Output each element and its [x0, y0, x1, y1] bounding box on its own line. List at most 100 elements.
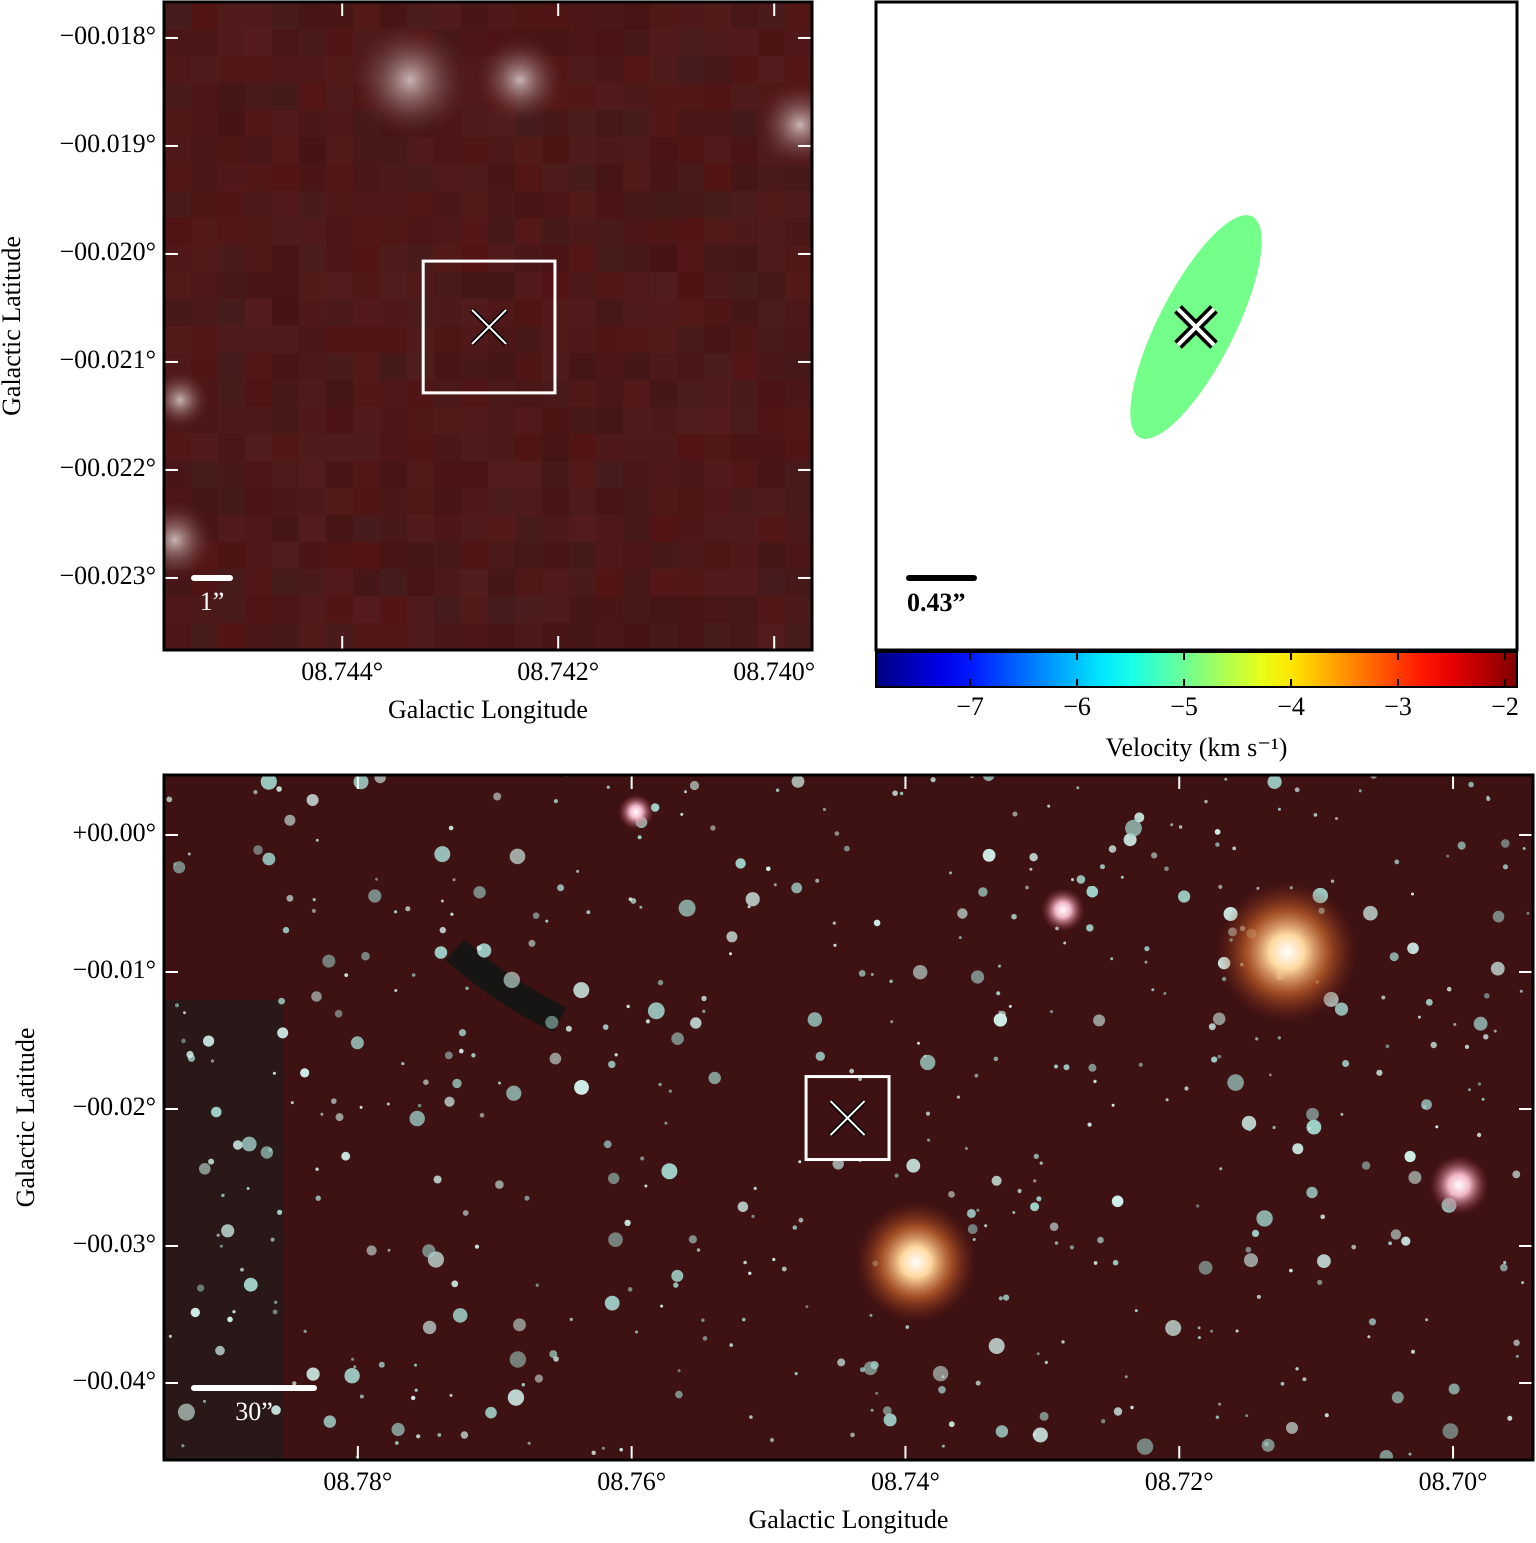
pixel	[515, 488, 543, 516]
pixel	[299, 353, 327, 381]
star	[1302, 1377, 1307, 1382]
star	[366, 1245, 377, 1256]
star	[311, 991, 322, 1002]
star	[917, 1041, 920, 1045]
pixel	[326, 542, 354, 570]
pixel	[488, 164, 516, 192]
pixel	[623, 272, 651, 300]
pixel	[218, 515, 246, 543]
pixel	[380, 137, 408, 165]
star	[637, 835, 642, 840]
pixel	[272, 164, 300, 192]
pixel	[218, 326, 246, 354]
star	[387, 1248, 391, 1252]
pixel	[272, 542, 300, 570]
star	[1430, 1041, 1437, 1049]
pixel	[542, 569, 570, 597]
star	[451, 1280, 459, 1288]
pixel	[380, 434, 408, 462]
pixel	[353, 137, 381, 165]
star	[414, 1363, 417, 1367]
star	[971, 970, 985, 984]
pixel	[731, 191, 759, 219]
star	[183, 1011, 186, 1015]
pixel	[191, 245, 219, 273]
star	[315, 838, 319, 842]
star	[405, 906, 411, 912]
pixel	[434, 515, 462, 543]
star	[1295, 1367, 1299, 1371]
star	[495, 1180, 504, 1189]
star	[834, 831, 840, 836]
pixel	[434, 461, 462, 489]
star	[1218, 1402, 1222, 1406]
star	[967, 1224, 978, 1235]
pixel	[299, 83, 327, 111]
pixel	[434, 326, 462, 354]
pixel	[704, 56, 732, 84]
star	[197, 1284, 205, 1292]
pixel	[218, 461, 246, 489]
star	[462, 1210, 469, 1216]
pixel	[677, 569, 705, 597]
x-axis-label: Galactic Longitude	[388, 695, 588, 724]
pixel	[434, 353, 462, 381]
pixel	[299, 218, 327, 246]
pixel	[650, 488, 678, 516]
star	[1351, 1244, 1357, 1250]
pixel	[758, 245, 786, 273]
star	[509, 848, 526, 865]
star	[286, 894, 294, 902]
star	[177, 1403, 195, 1421]
pixel	[569, 245, 597, 273]
star	[233, 1140, 243, 1150]
pixel	[191, 56, 219, 84]
pixel	[731, 218, 759, 246]
star	[1411, 892, 1414, 896]
star	[1513, 1339, 1520, 1347]
star	[1170, 823, 1174, 827]
pixel	[353, 353, 381, 381]
star	[1457, 841, 1466, 850]
pixel	[650, 623, 678, 650]
star	[210, 1059, 215, 1063]
pixel	[677, 380, 705, 408]
pixel	[191, 272, 219, 300]
star	[602, 1024, 609, 1030]
image	[164, 2, 812, 650]
star	[883, 1413, 897, 1427]
pixel	[677, 461, 705, 489]
pixel	[434, 542, 462, 570]
pixel	[515, 515, 543, 543]
pixel	[380, 299, 408, 327]
star	[869, 1313, 873, 1317]
pixel	[677, 623, 705, 650]
pixel	[434, 569, 462, 597]
star	[292, 1381, 297, 1386]
star	[1361, 1161, 1371, 1170]
star	[1512, 1170, 1521, 1179]
pixel	[569, 137, 597, 165]
pixel	[299, 2, 327, 30]
pixel	[353, 542, 381, 570]
pixel	[785, 569, 812, 597]
star	[422, 1320, 437, 1335]
star	[1358, 789, 1362, 793]
pixel	[272, 515, 300, 543]
star	[640, 1156, 645, 1161]
pixel	[380, 461, 408, 489]
pixel	[623, 542, 651, 570]
star	[647, 1002, 665, 1020]
pixel	[569, 56, 597, 84]
star	[627, 1287, 633, 1292]
star	[1408, 948, 1412, 952]
pixel	[461, 461, 489, 489]
star	[949, 871, 952, 875]
pixel	[569, 218, 597, 246]
pixel	[758, 596, 786, 624]
pixel	[353, 380, 381, 408]
pixel	[272, 191, 300, 219]
star	[773, 883, 777, 887]
star	[569, 1317, 573, 1321]
star	[671, 1269, 684, 1282]
